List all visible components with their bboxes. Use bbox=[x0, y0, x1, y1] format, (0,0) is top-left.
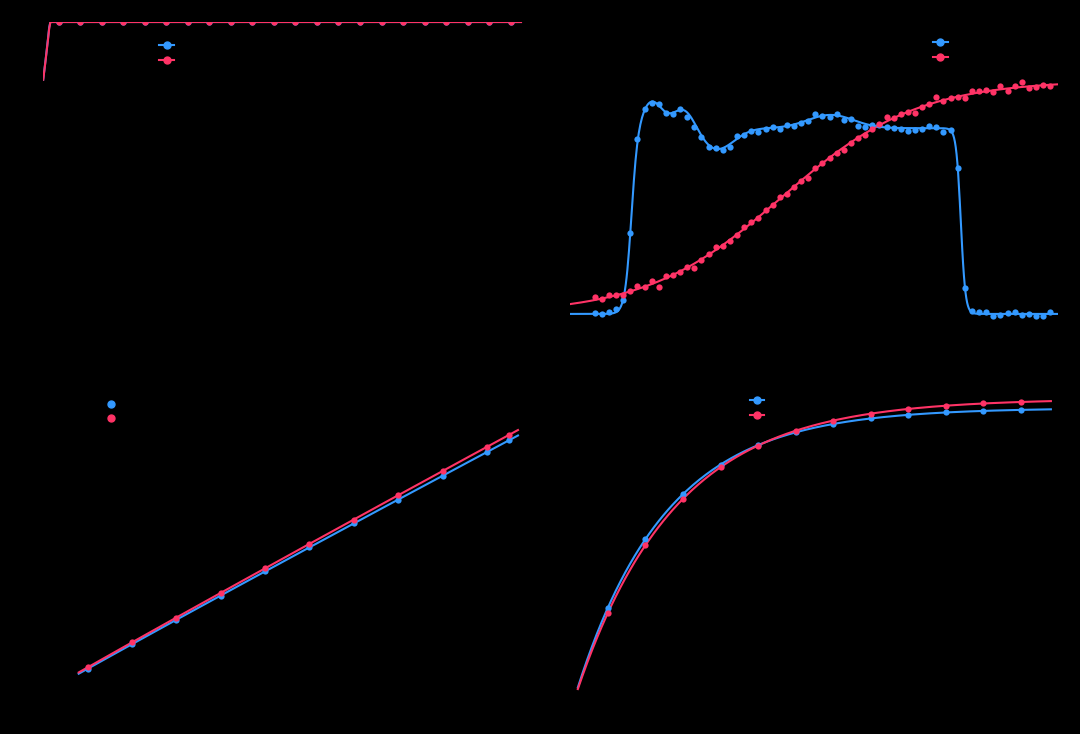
Legend: b, r: b, r bbox=[746, 392, 782, 424]
Legend: b, r: b, r bbox=[107, 395, 129, 428]
Legend: b, r: b, r bbox=[156, 37, 192, 70]
Legend: b, r: b, r bbox=[929, 34, 966, 66]
